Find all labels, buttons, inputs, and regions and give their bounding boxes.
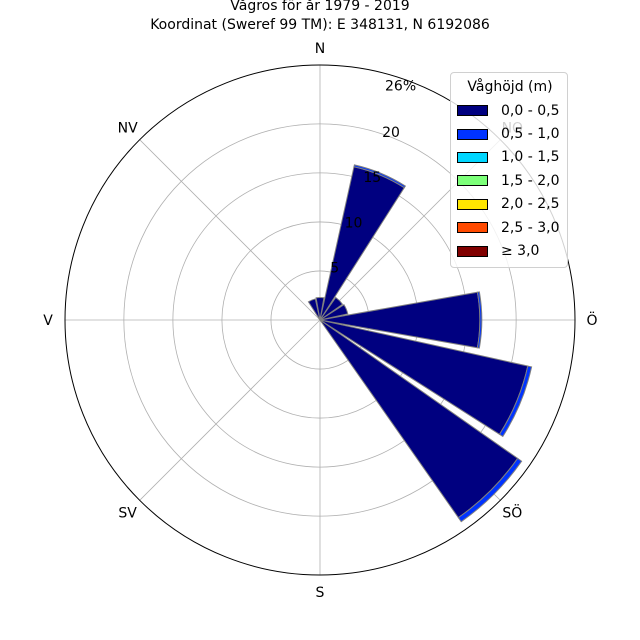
radial-tick-label-15: 15 [363, 170, 381, 186]
direction-label-4: S [316, 585, 325, 601]
direction-label-0: N [315, 41, 325, 57]
direction-label-6: Ö [586, 311, 597, 329]
sector-0-bin-0 [315, 296, 325, 321]
sector-90-bin-1 [476, 291, 483, 349]
legend-swatch-1 [457, 128, 488, 140]
legend-label-1: 0,5 - 1,0 [501, 126, 560, 143]
grid-spoke-315 [139, 139, 321, 321]
legend-label-2: 1,0 - 1,5 [501, 149, 560, 166]
radial-tick-label-5: 5 [330, 261, 339, 277]
sector-22-5-bin-1 [353, 164, 407, 189]
legend-entry-2: 1,0 - 1,5 [457, 146, 567, 169]
legend-swatch-4 [457, 198, 488, 210]
chart-title-line2: Koordinat (Sweref 99 TM): E 348131, N 61… [150, 17, 490, 33]
legend-swatch-0 [457, 105, 488, 117]
sector-337-5-bin-0 [307, 298, 321, 321]
legend-entry-5: 2,5 - 3,0 [457, 216, 567, 239]
radial-tick-label-20: 20 [382, 125, 400, 141]
chart-title-line1: Vågros för år 1979 - 2019 [230, 0, 410, 14]
legend-swatch-5 [457, 222, 488, 234]
legend-swatch-6 [457, 245, 488, 257]
legend-entry-0: 0,0 - 0,5 [457, 99, 567, 122]
radial-tick-label-10: 10 [345, 215, 363, 231]
chart-title: Vågros för år 1979 - 2019 Koordinat (Swe… [0, 0, 640, 35]
legend-label-0: 0,0 - 0,5 [501, 102, 560, 119]
grid-spoke-225 [139, 319, 321, 501]
sector-135-bin-1 [457, 457, 523, 523]
outer-circle [64, 64, 576, 576]
legend: Våghöjd (m) 0,0 - 0,5 0,5 - 1,0 1,0 - 1,5 1… [450, 72, 568, 268]
legend-title: Våghöjd (m) [467, 79, 553, 95]
legend-entry-3: 1,5 - 2,0 [457, 169, 567, 192]
sector-45-bin-0 [319, 296, 344, 321]
sector-112-5-bin-1 [498, 365, 533, 438]
legend-label-5: 2,5 - 3,0 [501, 219, 560, 236]
legend-swatch-2 [457, 151, 488, 163]
radial-max-label: 26% [385, 78, 416, 94]
legend-label-6: ≥ 3,0 [501, 243, 540, 260]
legend-entry-6: ≥ 3,0 [457, 239, 567, 262]
legend-swatch-3 [457, 175, 488, 187]
direction-label-2: V [43, 313, 53, 329]
direction-label-5: SÖ [502, 503, 522, 521]
legend-entry-1: 0,5 - 1,0 [457, 122, 567, 145]
direction-label-3: SV [118, 505, 137, 521]
legend-label-3: 1,5 - 2,0 [501, 172, 560, 189]
legend-label-4: 2,0 - 2,5 [501, 196, 560, 213]
direction-label-1: NV [118, 121, 138, 137]
sector-67-5-bin-0 [319, 304, 349, 321]
sector-22-5-bin-0 [319, 166, 406, 321]
legend-entry-4: 2,0 - 2,5 [457, 193, 567, 216]
